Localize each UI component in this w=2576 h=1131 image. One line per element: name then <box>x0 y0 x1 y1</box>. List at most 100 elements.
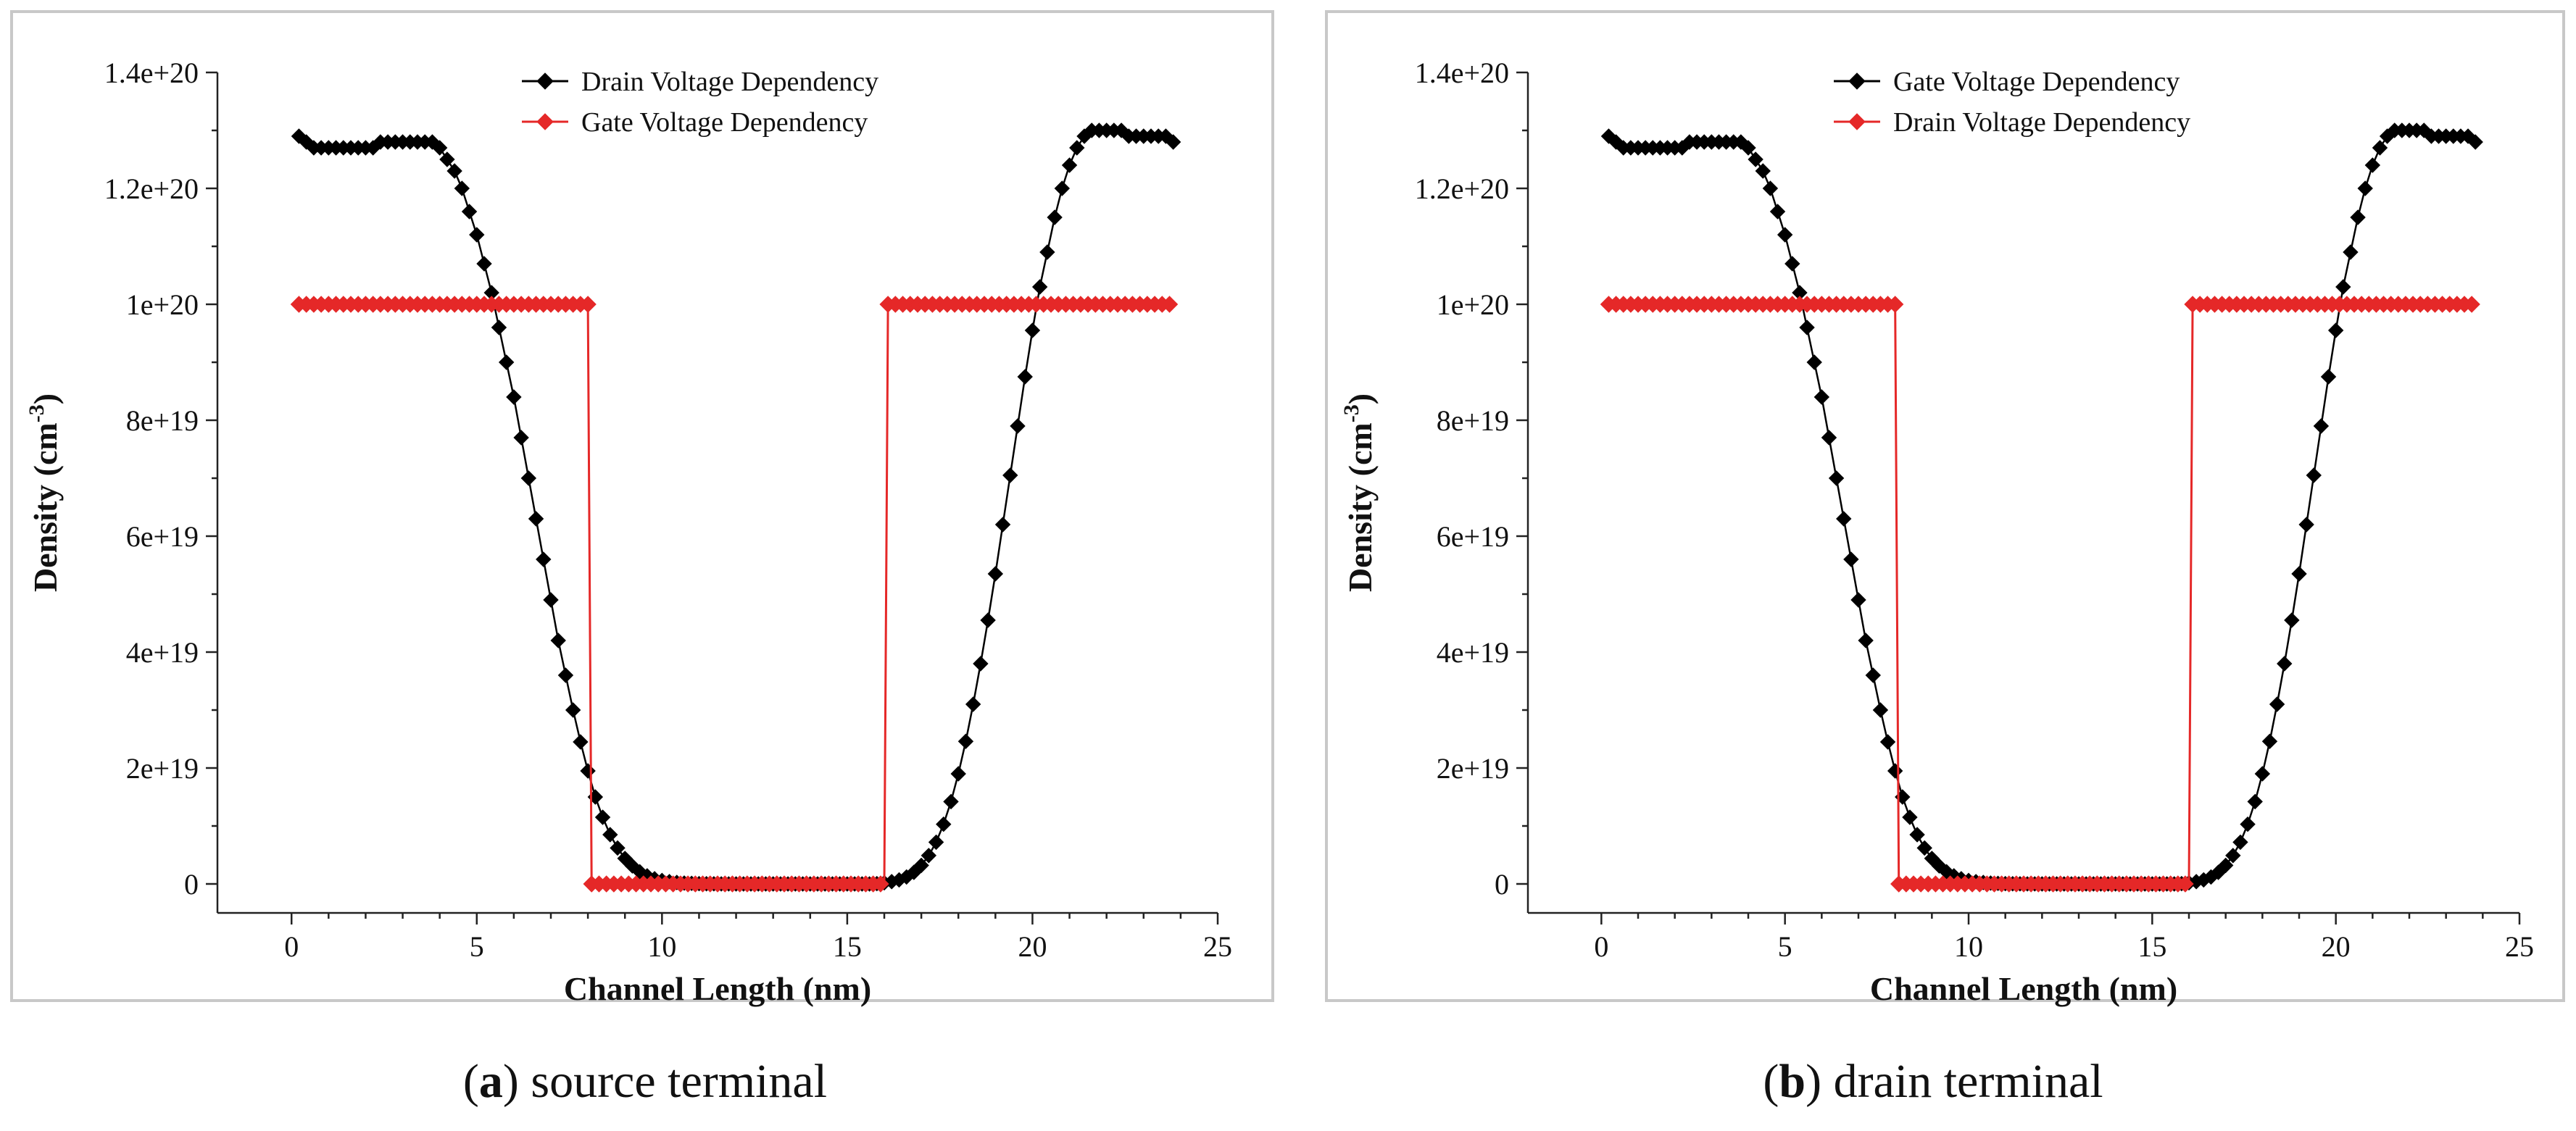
data-point <box>2343 244 2359 260</box>
data-point <box>2350 209 2366 225</box>
data-point <box>506 389 522 405</box>
legend-marker <box>1848 113 1866 130</box>
x-axis-title: Channel Length (nm) <box>1870 970 2177 1007</box>
y-tick-label: 1.4e+20 <box>1415 57 1509 89</box>
data-point <box>439 151 455 167</box>
data-point <box>965 696 981 712</box>
data-point <box>565 702 581 718</box>
legend-label: Drain Voltage Dependency <box>1893 107 2190 138</box>
y-tick-label: 8e+19 <box>126 404 199 437</box>
data-point <box>1821 430 1837 446</box>
data-point <box>943 793 959 810</box>
y-axis-title-superscript: -3 <box>25 404 49 422</box>
y-tick-label: 6e+19 <box>126 520 199 553</box>
x-tick-label: 15 <box>2137 930 2166 963</box>
x-tick-label: 10 <box>1954 930 1983 963</box>
data-point <box>1010 418 1026 434</box>
data-point <box>2254 766 2271 782</box>
y-tick-label: 2e+19 <box>1437 752 1509 785</box>
data-point <box>2327 322 2344 338</box>
legend-marker <box>1848 72 1866 90</box>
y-tick-label: 1.2e+20 <box>104 172 199 205</box>
data-point <box>491 320 507 335</box>
data-point <box>528 511 544 527</box>
data-point <box>1165 134 1181 150</box>
data-point <box>2177 875 2194 893</box>
data-point <box>1762 180 1779 196</box>
legend-label: Gate Voltage Dependency <box>1893 67 2180 97</box>
data-point <box>1886 296 1904 313</box>
data-point <box>2298 517 2314 533</box>
legend-label: Drain Voltage Dependency <box>581 67 878 97</box>
data-point <box>1865 667 1881 683</box>
data-point <box>980 612 996 628</box>
series-line <box>299 303 1173 885</box>
data-point <box>446 163 462 179</box>
data-point <box>1806 354 1822 370</box>
data-point <box>454 180 470 196</box>
data-point <box>950 766 966 782</box>
data-point <box>520 470 537 486</box>
data-point <box>1031 279 1048 295</box>
series-line <box>1608 303 2476 885</box>
data-point <box>2284 612 2300 628</box>
data-point <box>610 840 626 856</box>
data-point <box>1887 763 1903 779</box>
data-point <box>2225 848 2241 864</box>
y-axis-title-superscript: -3 <box>1339 404 1363 422</box>
data-point <box>1069 140 1085 156</box>
data-point <box>461 204 478 220</box>
y-tick-label: 0 <box>184 868 199 901</box>
panel-a-chart: 0 5 10 15 20 25 0 2e+19 4e+19 6e+19 8e+19 1e+20 1.2e… <box>10 10 1274 1007</box>
data-point <box>994 517 1011 533</box>
data-point <box>579 296 597 313</box>
series-drain-voltage-dependency <box>1600 296 2480 893</box>
x-tick-label: 20 <box>1018 930 1047 963</box>
x-tick-label: 0 <box>284 930 299 963</box>
data-point <box>2357 180 2373 196</box>
y-tick-label: 1e+20 <box>1437 288 1509 321</box>
data-point <box>2463 296 2480 313</box>
data-point <box>2277 656 2293 672</box>
x-tick-label: 25 <box>1203 930 1232 963</box>
data-point <box>928 834 944 851</box>
data-point <box>1858 633 1874 648</box>
data-point <box>1799 320 1815 335</box>
panel-b-chart: 0 5 10 15 20 25 0 2e+19 4e+19 6e+19 8e+19 1e+20 1.2e… <box>1325 10 2565 1007</box>
data-point <box>1748 151 1763 167</box>
y-axis-title-close: ) <box>1342 393 1379 404</box>
x-tick-label: 10 <box>647 930 676 963</box>
data-point <box>602 827 618 843</box>
data-point <box>1879 734 1896 750</box>
x-tick-label: 0 <box>1594 930 1608 963</box>
data-point <box>498 354 515 370</box>
data-point <box>513 430 529 446</box>
chart-frame <box>10 10 1274 1002</box>
data-point <box>1002 467 1018 483</box>
data-point <box>550 633 566 648</box>
data-point <box>2467 134 2483 150</box>
series-gate-voltage-dependency <box>1600 122 2483 892</box>
x-tick-label: 15 <box>833 930 862 963</box>
y-tick-label: 8e+19 <box>1437 404 1509 437</box>
caption-b: (b) drain terminal <box>1763 1055 2103 1108</box>
x-tick-label: 20 <box>2322 930 2351 963</box>
chart-frame <box>1325 10 2565 1002</box>
data-point <box>1813 389 1830 405</box>
legend-marker <box>536 72 554 90</box>
y-tick-label: 4e+19 <box>1437 636 1509 669</box>
data-point <box>1755 163 1771 179</box>
series-drain-voltage-dependency <box>291 122 1181 892</box>
caption-a: (a) source terminal <box>462 1055 828 1108</box>
data-point <box>2247 793 2263 810</box>
caption-a-letter: a <box>478 1055 503 1108</box>
data-point <box>2269 696 2285 712</box>
data-point <box>2232 834 2248 851</box>
y-axis-title: Density (cm-3) <box>1339 393 1379 592</box>
y-axis-title-main: Density (cm <box>27 422 64 592</box>
y-axis-title-main: Density (cm <box>1342 422 1379 592</box>
data-point <box>2364 157 2381 173</box>
data-point <box>594 809 611 825</box>
data-point <box>1828 470 1845 486</box>
